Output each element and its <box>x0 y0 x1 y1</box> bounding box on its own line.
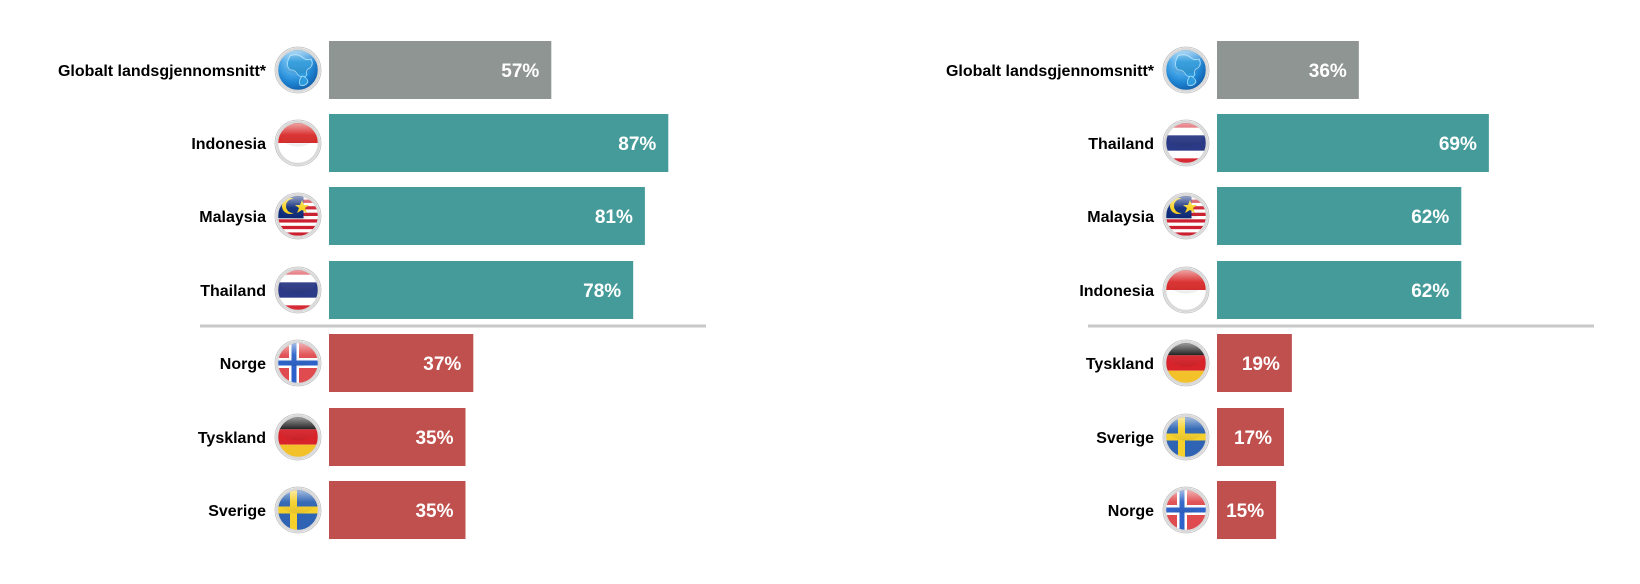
bar <box>329 408 466 466</box>
value-label: 78% <box>583 281 621 302</box>
bar <box>1217 408 1284 466</box>
category-label: Indonesia <box>191 136 266 153</box>
category-label: Indonesia <box>1079 283 1154 300</box>
sweden-flag-icon <box>1162 413 1210 461</box>
bar <box>329 261 634 319</box>
value-label: 15% <box>1226 501 1264 522</box>
value-label: 37% <box>423 354 461 375</box>
value-label: 62% <box>1411 281 1449 302</box>
norway-flag-icon <box>274 339 322 387</box>
thailand-flag-icon <box>1162 119 1210 167</box>
chart-panel-1: 57% Globalt landsgjennomsnitt* 87% Indonesi… <box>58 41 706 539</box>
indonesia-flag-icon <box>1162 266 1210 314</box>
malaysia-flag-icon <box>1162 192 1210 240</box>
sweden-flag-icon <box>274 486 322 534</box>
malaysia-flag-icon <box>274 192 322 240</box>
category-label: Tyskland <box>198 430 266 447</box>
bar <box>1217 481 1277 539</box>
value-label: 57% <box>501 61 539 82</box>
category-label: Norge <box>1108 503 1154 520</box>
category-label: Sverige <box>1096 430 1154 447</box>
bar <box>1217 261 1462 319</box>
bar <box>329 41 552 99</box>
indonesia-flag-icon <box>274 119 322 167</box>
value-label: 17% <box>1234 428 1272 449</box>
chart-panel-2: 36% Globalt landsgjennomsnitt* 69% Thailand… <box>946 41 1594 539</box>
bar <box>1217 114 1489 172</box>
value-label: 36% <box>1309 61 1347 82</box>
thailand-flag-icon <box>274 266 322 314</box>
category-label: Malaysia <box>199 209 266 226</box>
value-label: 35% <box>415 428 453 449</box>
globe-icon <box>1162 46 1210 94</box>
category-label: Sverige <box>208 503 266 520</box>
category-label: Globalt landsgjennomsnitt* <box>58 63 267 80</box>
bar <box>329 187 645 245</box>
category-label: Thailand <box>200 283 266 300</box>
bar <box>329 481 466 539</box>
category-label: Thailand <box>1088 136 1154 153</box>
category-label: Norge <box>220 356 266 373</box>
value-label: 69% <box>1439 134 1477 155</box>
bar <box>1217 187 1462 245</box>
category-label: Globalt landsgjennomsnitt* <box>946 63 1155 80</box>
value-label: 19% <box>1242 354 1280 375</box>
germany-flag-icon <box>274 413 322 461</box>
bar <box>329 114 669 172</box>
value-label: 87% <box>618 134 656 155</box>
germany-flag-icon <box>1162 339 1210 387</box>
value-label: 35% <box>415 501 453 522</box>
norway-flag-icon <box>1162 486 1210 534</box>
bar <box>1217 41 1359 99</box>
bar <box>1217 334 1292 392</box>
globe-icon <box>274 46 322 94</box>
bar <box>329 334 474 392</box>
category-label: Tyskland <box>1086 356 1154 373</box>
value-label: 62% <box>1411 207 1449 228</box>
category-label: Malaysia <box>1087 209 1154 226</box>
value-label: 81% <box>595 207 633 228</box>
